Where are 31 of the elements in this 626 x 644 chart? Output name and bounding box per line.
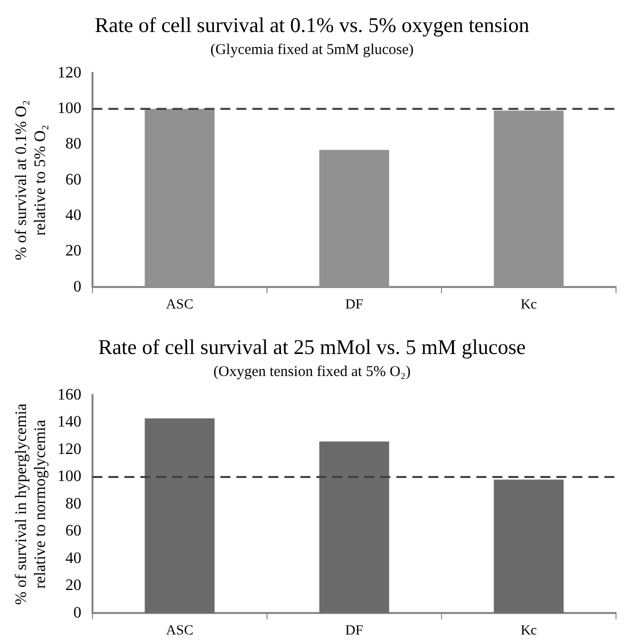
- bar: [144, 418, 215, 614]
- chart-title: Rate of cell survival at 25 mMol vs. 5 mM glucose: [98, 335, 526, 360]
- x-tick-label: Kc: [520, 623, 537, 638]
- y-tick-label: 80: [65, 136, 82, 153]
- y-tick-label: 80: [65, 495, 82, 512]
- chart-title: Rate of cell survival at 0.1% vs. 5% oxygen tension: [94, 13, 530, 38]
- chart-subtitle: (Glycemia fixed at 5mM glucose): [210, 42, 414, 58]
- y-tick-label: 120: [57, 440, 82, 458]
- y-tick-label: 160: [57, 386, 82, 404]
- y-tick-label: 20: [65, 577, 82, 594]
- x-tick-label: Kc: [520, 297, 537, 312]
- y-tick-label: 60: [65, 522, 82, 540]
- x-tick-label: ASC: [166, 297, 194, 312]
- x-tick-label: ASC: [166, 623, 194, 638]
- x-tick-label: DF: [345, 623, 364, 638]
- y-axis-title: % of survival in hyperglycemia relative to normoglycemia: [12, 403, 50, 605]
- y-tick-label: 0: [73, 278, 82, 296]
- y-tick-label: 60: [65, 171, 82, 188]
- chart-subtitle: (Oxygen tension fixed at 5% O₂): [213, 364, 411, 380]
- bar: [494, 480, 564, 614]
- y-tick-label: 100: [57, 100, 82, 118]
- y-tick-label: 120: [57, 64, 82, 82]
- y-tick-label: 20: [65, 242, 82, 260]
- bar: [319, 442, 390, 614]
- y-axis-title: % of survival at 0.1% O₂ relative to 5% O₂: [12, 100, 50, 260]
- x-tick-label: DF: [345, 297, 364, 312]
- y-tick-label: 40: [65, 550, 82, 567]
- y-tick-label: 40: [65, 207, 82, 224]
- y-tick-label: 0: [73, 604, 82, 622]
- y-tick-label: 100: [57, 468, 82, 486]
- y-tick-label: 140: [57, 414, 82, 431]
